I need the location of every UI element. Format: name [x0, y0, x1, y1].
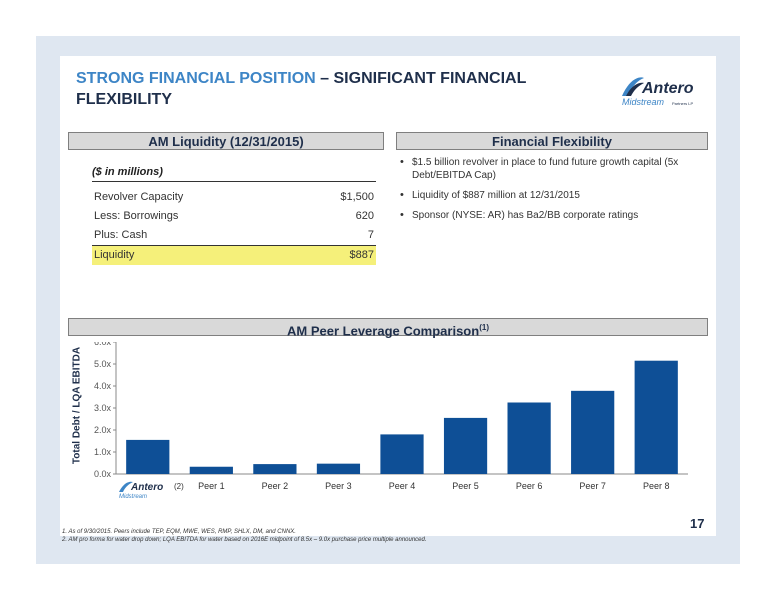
bar	[380, 434, 424, 474]
x-tick-label: Peer 7	[579, 481, 606, 491]
liquidity-total-row: Liquidity $887	[92, 245, 376, 265]
liquidity-row-value: 620	[355, 210, 374, 222]
antero-mini-logo: Antero Midstream	[118, 480, 176, 500]
title-accent: STRONG FINANCIAL POSITION	[76, 70, 316, 87]
bar	[189, 466, 233, 474]
footnote-1: 1. As of 9/30/2015. Peers include TEP, E…	[62, 529, 296, 535]
y-tick-label: 1.0x	[94, 447, 112, 457]
mini-logo-sub: Midstream	[119, 494, 147, 500]
logo-tag: Partners LP	[672, 101, 693, 106]
y-tick-label: 0.0x	[94, 469, 112, 479]
bar	[316, 463, 361, 474]
y-tick-label: 3.0x	[94, 403, 112, 413]
x-tick-label: Peer 4	[389, 481, 416, 491]
peer-heading-footnote: (1)	[479, 323, 489, 332]
liquidity-row: Revolver Capacity $1,500	[92, 188, 376, 207]
y-tick-label: 2.0x	[94, 425, 112, 435]
x-tick-label: Peer 1	[198, 481, 225, 491]
slide-title: STRONG FINANCIAL POSITION – SIGNIFICANT …	[76, 68, 596, 110]
bar	[443, 417, 488, 474]
bar	[571, 390, 615, 474]
bullet-item: Liquidity of $887 million at 12/31/2015	[398, 189, 698, 202]
mini-logo-word: Antero	[130, 482, 163, 493]
logo-sub: Midstream	[622, 97, 665, 107]
liquidity-unit-label: ($ in millions)	[92, 166, 163, 178]
slide: STRONG FINANCIAL POSITION – SIGNIFICANT …	[60, 56, 716, 543]
bullet-item: Sponsor (NYSE: AR) has Ba2/BB corporate …	[398, 209, 698, 222]
bullet-item: $1.5 billion revolver in place to fund f…	[398, 156, 698, 182]
flexibility-bullets: $1.5 billion revolver in place to fund f…	[398, 156, 698, 229]
flexibility-heading: Financial Flexibility	[396, 132, 708, 150]
liquidity-row-value: $887	[349, 249, 374, 261]
liquidity-header-rule	[92, 181, 376, 182]
antero-bar-footnote: (2)	[174, 482, 184, 491]
bar	[126, 439, 170, 474]
y-tick-label: 4.0x	[94, 381, 112, 391]
bar	[634, 360, 678, 474]
bar	[253, 464, 297, 474]
liquidity-row-label: Plus: Cash	[94, 229, 148, 241]
chart-y-axis-label: Total Debt / LQA EBITDA	[71, 346, 83, 465]
peer-leverage-chart: 0.0x 1.0x 2.0x 3.0x 4.0x 5.0x 6.0x Peer 1 Peer 2…	[60, 342, 716, 512]
peer-leverage-heading: AM Peer Leverage Comparison(1)	[68, 318, 708, 339]
peer-heading-text: AM Peer Leverage Comparison	[287, 323, 480, 339]
y-tick-label: 6.0x	[94, 342, 112, 347]
chart-svg: 0.0x 1.0x 2.0x 3.0x 4.0x 5.0x 6.0x Peer 1 Peer 2…	[94, 342, 688, 491]
title-rest: – SIGNIFICANT FINANCIAL FLEXIBILITY	[76, 70, 527, 108]
footnote-2: 2. AM pro forma for water drop down; LQA…	[62, 537, 427, 543]
liquidity-heading: AM Liquidity (12/31/2015)	[68, 132, 384, 150]
logo-word: Antero	[641, 80, 694, 97]
bar	[507, 402, 551, 474]
liquidity-row-value: 7	[367, 229, 374, 241]
liquidity-row: Less: Borrowings 620	[92, 207, 376, 226]
x-tick-label: Peer 6	[516, 481, 543, 491]
liquidity-row-label: Less: Borrowings	[94, 210, 179, 222]
antero-logo: Antero Midstream Partners LP	[620, 74, 702, 108]
page-number: 17	[690, 516, 705, 531]
liquidity-row: Plus: Cash 7	[92, 226, 376, 245]
x-tick-label: Peer 8	[643, 481, 670, 491]
y-tick-label: 5.0x	[94, 359, 112, 369]
liquidity-row-label: Revolver Capacity	[94, 191, 184, 203]
liquidity-row-value: $1,500	[340, 191, 374, 203]
liquidity-row-label: Liquidity	[94, 249, 135, 261]
x-tick-label: Peer 2	[262, 481, 289, 491]
footnotes: 1. As of 9/30/2015. Peers include TEP, E…	[62, 528, 662, 544]
x-tick-label: Peer 3	[325, 481, 352, 491]
x-tick-label: Peer 5	[452, 481, 479, 491]
